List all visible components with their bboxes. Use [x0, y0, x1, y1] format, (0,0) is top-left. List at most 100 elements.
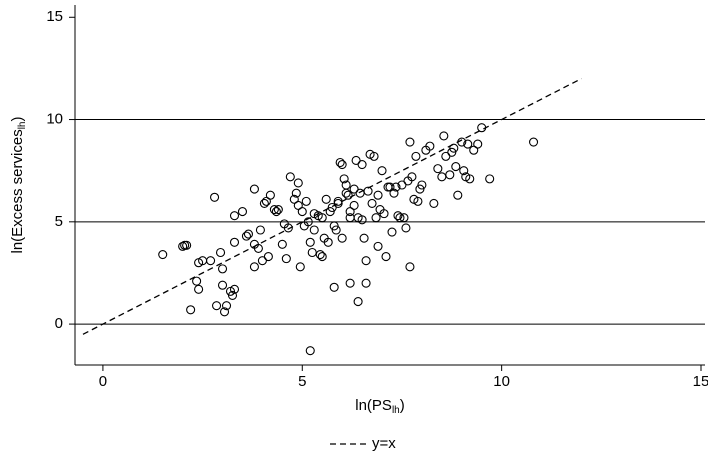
point: [405, 262, 415, 272]
point: [369, 151, 379, 161]
point: [309, 225, 319, 235]
point: [265, 190, 275, 200]
point: [449, 143, 459, 153]
point: [353, 297, 363, 307]
point: [295, 262, 305, 272]
point: [269, 204, 279, 215]
point: [417, 180, 427, 190]
point: [249, 184, 259, 194]
legend-label: y=x: [372, 435, 396, 452]
point: [229, 211, 240, 221]
point: [453, 190, 463, 200]
point: [439, 131, 449, 141]
point: [194, 284, 204, 294]
point: [391, 182, 401, 192]
point: [459, 166, 469, 176]
point: [445, 170, 455, 180]
y-axis-label-part: ln(Excess services: [9, 129, 26, 253]
point: [293, 178, 303, 188]
point: [307, 247, 317, 258]
point: [401, 223, 411, 233]
point: [425, 141, 435, 151]
point: [291, 188, 301, 198]
point: [485, 174, 495, 184]
point: [341, 180, 351, 190]
point: [273, 204, 283, 215]
y-tick-label: 15: [46, 8, 63, 25]
point: [301, 196, 311, 206]
point: [345, 278, 355, 288]
y-tick-label: 10: [46, 111, 63, 128]
point: [437, 172, 447, 182]
x-tick-label: 15: [693, 373, 708, 390]
point: [305, 346, 315, 356]
point: [343, 190, 353, 200]
x-axis-label-part: ): [400, 397, 405, 414]
point: [349, 200, 359, 211]
point: [411, 151, 421, 161]
point: [271, 207, 281, 217]
point: [389, 188, 399, 198]
point: [329, 221, 339, 231]
x-tick-label: 5: [298, 373, 306, 390]
point: [283, 223, 293, 233]
point: [243, 229, 253, 239]
point: [373, 190, 383, 200]
x-axis-label: ln(PSlh): [355, 397, 404, 416]
point: [241, 231, 252, 241]
point: [473, 139, 483, 149]
point: [361, 278, 371, 288]
point: [178, 241, 188, 251]
point: [263, 252, 273, 262]
point: [253, 243, 263, 253]
point: [337, 159, 347, 170]
point: [325, 207, 335, 217]
x-axis-label-part: lh: [392, 405, 400, 416]
point: [399, 213, 409, 223]
point: [186, 305, 196, 315]
point: [331, 225, 341, 235]
point: [363, 186, 373, 196]
point: [387, 227, 397, 237]
point: [317, 213, 327, 223]
point: [317, 252, 327, 262]
point: [237, 207, 248, 217]
point: [405, 137, 415, 147]
point: [447, 147, 457, 157]
point: [351, 155, 361, 166]
point: [457, 137, 467, 147]
y-tick-label: 5: [55, 213, 63, 230]
point: [210, 192, 220, 202]
point: [303, 217, 313, 227]
y-axis-label: ln(Excess serviceslh): [9, 117, 28, 254]
point: [341, 188, 351, 198]
point: [413, 196, 423, 206]
point: [259, 198, 269, 208]
point: [339, 174, 349, 184]
point: [359, 233, 369, 243]
y-axis-label-part: lh: [17, 122, 28, 130]
point: [367, 198, 377, 208]
point: [229, 237, 240, 247]
point: [297, 207, 307, 217]
point: [285, 172, 295, 182]
point: [192, 276, 202, 286]
point: [329, 282, 339, 292]
point: [182, 240, 192, 250]
point: [217, 280, 228, 290]
point: [215, 247, 226, 258]
point: [323, 237, 333, 247]
point: [217, 264, 228, 274]
point: [255, 225, 265, 235]
point: [371, 213, 381, 223]
x-tick-label: 10: [493, 373, 510, 390]
point: [357, 159, 367, 170]
point: [441, 151, 451, 161]
point: [229, 284, 240, 294]
point: [379, 209, 389, 219]
y-axis-label-part: ): [9, 117, 26, 122]
point: [451, 162, 461, 172]
point: [429, 198, 439, 208]
point: [281, 254, 291, 264]
